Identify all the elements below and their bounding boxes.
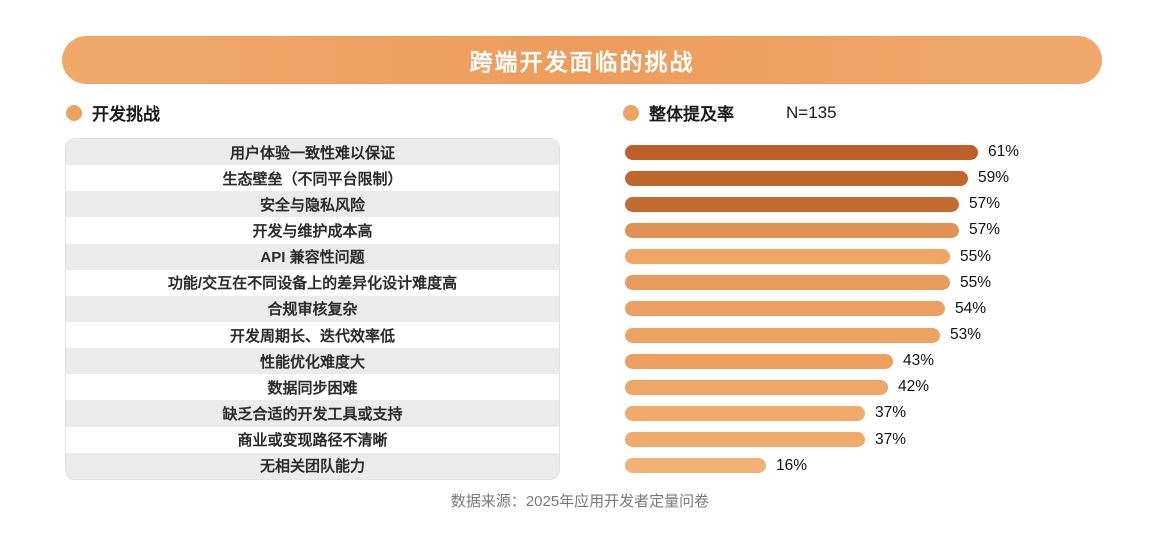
bar-value-label: 55% [960, 273, 992, 291]
sample-size: N=135 [786, 102, 837, 122]
legend-dot-icon [66, 104, 82, 121]
challenge-label: 缺乏合适的开发工具或支持 [66, 400, 559, 427]
bar-row: 42% [625, 374, 1145, 400]
bar [625, 144, 978, 160]
challenge-label: 合规审核复杂 [66, 295, 559, 322]
bar-row: 37% [625, 400, 1145, 426]
bar [625, 379, 888, 395]
bar-row: 54% [625, 296, 1145, 322]
challenge-label-panel: 用户体验一致性难以保证 生态壁垒（不同平台限制） 安全与隐私风险 开发与维护成本… [65, 138, 560, 480]
bar-row: 55% [625, 244, 1145, 270]
bar [625, 170, 968, 186]
bar [625, 353, 893, 369]
challenge-label: 生态壁垒（不同平台限制） [66, 165, 559, 192]
bar [625, 196, 959, 212]
bar-row: 43% [625, 348, 1145, 374]
page-title: 跨端开发面临的挑战 [469, 49, 695, 75]
bar-value-label: 54% [955, 299, 987, 317]
challenge-label: 开发周期长、迭代效率低 [66, 321, 559, 349]
bar [625, 222, 959, 238]
bar-value-label: 37% [875, 404, 907, 422]
challenge-label: 用户体验一致性难以保证 [66, 139, 559, 166]
bar [625, 249, 950, 265]
legend-dot-icon [623, 104, 639, 121]
bar [625, 458, 766, 474]
bar [625, 432, 865, 448]
bar-value-label: 57% [969, 195, 1001, 213]
bar-value-label: 53% [950, 326, 982, 344]
bar-value-label: 57% [969, 221, 1001, 239]
bar [625, 275, 950, 291]
challenge-label: 安全与隐私风险 [66, 191, 559, 218]
data-source: 数据来源：2025年应用开发者定量问卷 [450, 493, 710, 510]
bar-row: 61% [625, 139, 1145, 165]
title-banner: 跨端开发面临的挑战 [62, 36, 1102, 84]
bar-value-label: 42% [898, 378, 930, 396]
bar-chart: 61% 59% 57% 57% 55% 55% 54% 53% 43% 42% … [625, 139, 1145, 479]
bar-value-label: 43% [903, 352, 935, 370]
bar-row: 53% [625, 322, 1145, 348]
bar [625, 301, 945, 317]
legend-dev-challenge-label: 开发挑战 [92, 105, 160, 124]
bar [625, 405, 865, 421]
bar-row: 37% [625, 427, 1145, 453]
bar-value-label: 59% [978, 169, 1010, 187]
bar-value-label: 55% [960, 247, 992, 265]
bar-value-label: 61% [988, 143, 1020, 161]
challenge-label: 开发与维护成本高 [66, 217, 559, 244]
challenge-label: 数据同步困难 [66, 374, 559, 401]
bar-row: 57% [625, 217, 1145, 243]
bar-row: 57% [625, 191, 1145, 217]
challenge-label: API 兼容性问题 [66, 243, 559, 270]
bar [625, 327, 940, 343]
legend-mention-rate: 整体提及率 N=135 [623, 100, 837, 125]
legend-mention-rate-label: 整体提及率 [649, 105, 734, 124]
challenge-label: 性能优化难度大 [66, 348, 559, 375]
legend-dev-challenge: 开发挑战 [66, 100, 160, 125]
bar-row: 55% [625, 270, 1145, 296]
bar-row: 16% [625, 453, 1145, 479]
challenge-label: 无相关团队能力 [66, 452, 559, 479]
bar-row: 59% [625, 165, 1145, 191]
challenge-label: 功能/交互在不同设备上的差异化设计难度高 [66, 269, 559, 296]
bar-value-label: 37% [875, 430, 907, 448]
challenge-label: 商业或变现路径不清晰 [66, 426, 559, 453]
bar-value-label: 16% [776, 456, 808, 474]
